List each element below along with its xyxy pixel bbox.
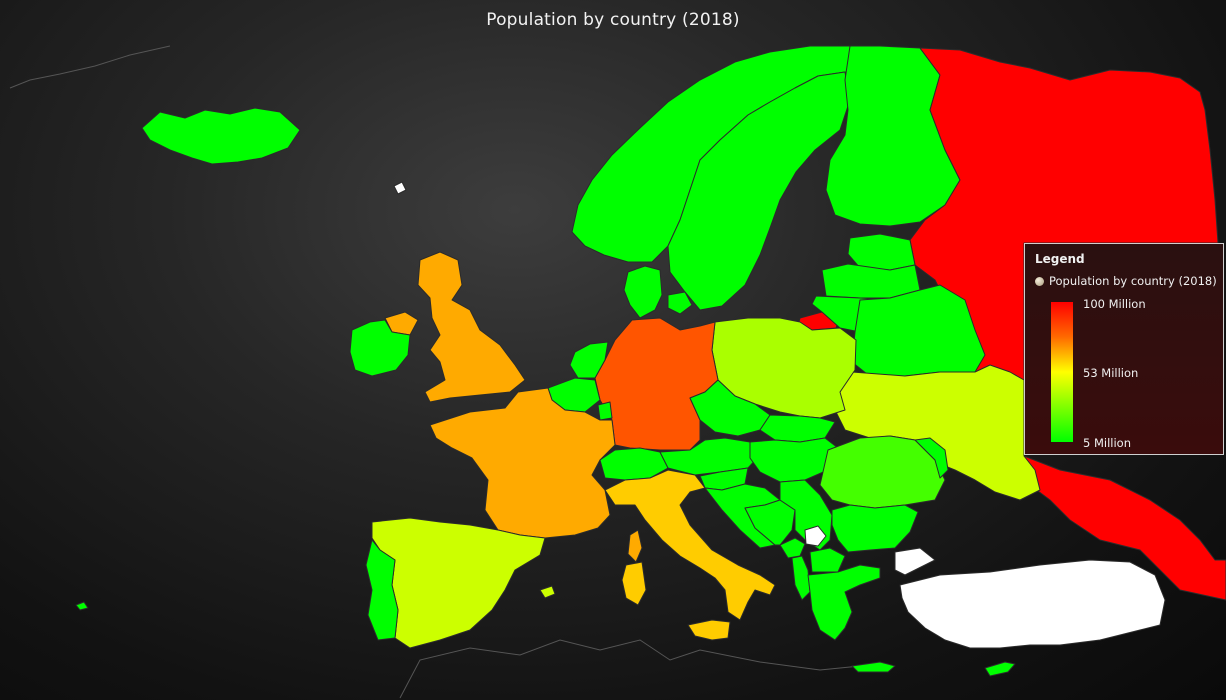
country-italy[interactable] (604, 469, 776, 621)
map-title: Population by country (2018) (486, 10, 740, 30)
country-greece[interactable] (807, 564, 881, 641)
country-turkey[interactable] (894, 547, 1166, 649)
legend-tick-min: 5 Million (1083, 436, 1131, 450)
country-north-macedonia[interactable] (809, 547, 846, 573)
country-bosnia[interactable] (744, 499, 796, 546)
country-portugal[interactable] (365, 539, 399, 641)
country-estonia[interactable] (847, 233, 916, 271)
country-bulgaria[interactable] (831, 504, 919, 553)
country-greece-crete[interactable] (851, 661, 896, 673)
country-kosovo[interactable] (804, 525, 827, 547)
country-spain[interactable] (371, 517, 546, 649)
country-iceland[interactable] (141, 107, 301, 165)
legend-tick-mid: 53 Million (1083, 366, 1139, 380)
legend-series-marker-icon (1035, 277, 1044, 286)
africa-outline (399, 639, 871, 699)
legend-panel: Legend Population by country (2018) 100 … (1024, 243, 1224, 455)
country-france-corsica[interactable] (627, 529, 643, 563)
country-ukraine[interactable] (834, 364, 1041, 501)
country-faroe[interactable] (393, 181, 407, 195)
greenland-outline (9, 45, 171, 89)
country-italy-sicily[interactable] (687, 619, 731, 641)
country-romania[interactable] (819, 435, 946, 509)
legend-title: Legend (1035, 252, 1085, 266)
legend-series-entry[interactable]: Population by country (2018) (1035, 274, 1217, 288)
country-united-kingdom[interactable] (417, 251, 526, 403)
legend-series-label: Population by country (2018) (1049, 274, 1217, 288)
country-canary[interactable] (75, 601, 89, 611)
country-montenegro[interactable] (779, 537, 806, 559)
country-denmark[interactable] (623, 265, 663, 319)
country-luxembourg[interactable] (597, 401, 613, 421)
country-netherlands[interactable] (569, 341, 609, 379)
country-moldova[interactable] (914, 437, 949, 479)
country-cyprus[interactable] (984, 661, 1016, 677)
country-latvia[interactable] (821, 263, 921, 299)
country-italy-sardinia[interactable] (621, 561, 647, 606)
country-denmark-zealand[interactable] (667, 291, 693, 315)
legend-color-scale (1051, 302, 1073, 442)
country-albania[interactable] (791, 555, 811, 601)
legend-tick-max: 100 Million (1083, 297, 1146, 311)
country-ireland[interactable] (349, 319, 411, 377)
country-sweden[interactable] (667, 71, 851, 311)
country-france[interactable] (429, 387, 616, 539)
country-spain-balearic[interactable] (539, 585, 556, 599)
